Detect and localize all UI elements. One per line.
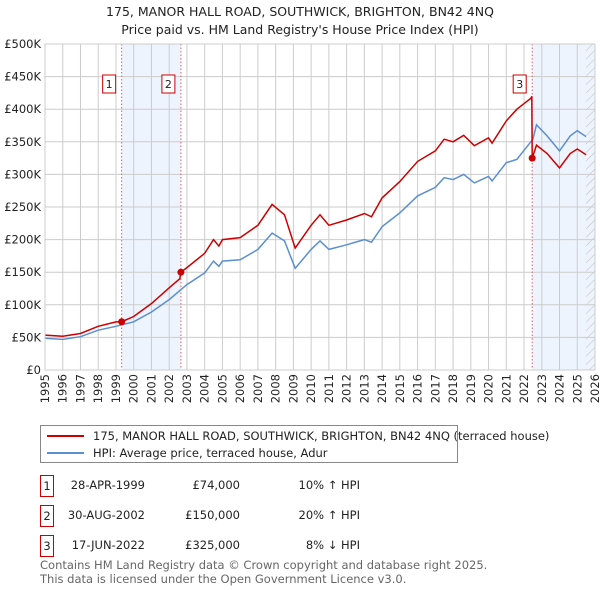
x-tick-label: 2012 — [340, 374, 354, 403]
chart-subtitle: Price paid vs. HM Land Registry's House … — [121, 22, 478, 37]
legend-item-property: 175, MANOR HALL ROAD, SOUTHWICK, BRIGHTO… — [47, 429, 549, 443]
series-line-hpi — [44, 123, 587, 341]
transaction-number: 1 — [40, 475, 54, 497]
legend: 175, MANOR HALL ROAD, SOUTHWICK, BRIGHTO… — [40, 425, 549, 463]
y-tick-label: £400K — [4, 102, 41, 116]
transaction-number: 2 — [40, 505, 54, 527]
sale-point — [118, 318, 126, 326]
transaction-price: £325,000 — [185, 538, 240, 552]
sale-label-box — [102, 74, 117, 94]
x-tick-label: 2022 — [517, 374, 531, 403]
x-tick-label: 2000 — [127, 374, 141, 403]
x-tick-label: 2004 — [198, 374, 212, 403]
transaction-price: £74,000 — [192, 478, 240, 492]
y-tick-label: £0 — [26, 363, 41, 377]
transaction-number: 3 — [40, 535, 54, 557]
x-tick-label: 2018 — [446, 374, 460, 403]
y-tick-label: £250K — [4, 200, 41, 214]
x-tick-label: 2017 — [428, 374, 442, 403]
x-tick-label: 2006 — [233, 374, 247, 403]
y-tick-label: £200K — [4, 233, 41, 247]
sale-point — [177, 268, 185, 276]
sale-point — [528, 154, 536, 162]
x-tick-label: 2001 — [144, 374, 158, 403]
legend-label-hpi: HPI: Average price, terraced house, Adur — [93, 446, 328, 460]
y-tick-label: £300K — [4, 167, 41, 181]
y-tick-label: £350K — [4, 135, 41, 149]
y-tick-label: £450K — [4, 70, 41, 84]
transaction-date: 17-JUN-2022 — [71, 538, 145, 552]
transaction-row: 2 30-AUG-2002 £150,000 20% ↑ HPI — [40, 505, 420, 527]
sale-label: 3 — [516, 78, 523, 91]
transaction-hpi: 8% ↓ HPI — [305, 538, 360, 552]
legend-swatch-blue — [47, 452, 84, 454]
x-tick-label: 2015 — [393, 374, 407, 403]
sale-label-box — [512, 74, 527, 94]
x-tick-label: 2009 — [286, 374, 300, 403]
legend-label-property: 175, MANOR HALL ROAD, SOUTHWICK, BRIGHTO… — [93, 429, 550, 443]
y-tick-label: £500K — [4, 37, 41, 51]
x-tick-label: 2020 — [482, 374, 496, 403]
transaction-date: 28-APR-1999 — [70, 478, 145, 492]
y-tick-label: £50K — [12, 330, 42, 344]
x-tick-label: 2005 — [215, 374, 229, 403]
x-tick-label: 2010 — [304, 374, 318, 403]
sale-label: 1 — [106, 78, 113, 91]
series-line-property — [44, 95, 587, 338]
transaction-hpi: 10% ↑ HPI — [298, 478, 360, 492]
x-tick-label: 2023 — [535, 374, 549, 403]
footer: Contains HM Land Registry data © Crown c… — [40, 558, 487, 586]
transaction-hpi: 20% ↑ HPI — [298, 508, 360, 522]
transaction-row: 1 28-APR-1999 £74,000 10% ↑ HPI — [40, 475, 420, 497]
x-tick-label: 2014 — [375, 374, 389, 403]
x-tick-label: 2002 — [162, 374, 176, 403]
transaction-date: 30-AUG-2002 — [67, 508, 145, 522]
x-tick-label: 2025 — [570, 374, 584, 403]
price-chart: 175, MANOR HALL ROAD, SOUTHWICK, BRIGHTO… — [4, 4, 600, 403]
chart-title: 175, MANOR HALL ROAD, SOUTHWICK, BRIGHTO… — [106, 4, 494, 19]
x-tick-label: 2021 — [499, 374, 513, 403]
x-tick-label: 2013 — [357, 374, 371, 403]
sale-label: 2 — [165, 78, 172, 91]
legend-swatch-red — [47, 435, 84, 437]
plot-frame — [44, 43, 596, 371]
x-tick-label: 2007 — [251, 374, 265, 403]
footer-copyright: Contains HM Land Registry data © Crown c… — [40, 558, 488, 572]
y-tick-label: £150K — [4, 265, 41, 279]
x-tick-label: 2003 — [180, 374, 194, 403]
x-tick-label: 1996 — [56, 374, 70, 403]
x-tick-label: 2024 — [553, 374, 567, 403]
x-tick-label: 1999 — [109, 374, 123, 403]
x-tick-label: 1997 — [73, 374, 87, 403]
transaction-row: 3 17-JUN-2022 £325,000 8% ↓ HPI — [40, 535, 420, 557]
x-tick-label: 1998 — [91, 374, 105, 403]
transaction-price: £150,000 — [185, 508, 240, 522]
y-tick-label: £100K — [4, 298, 41, 312]
x-tick-label: 2026 — [588, 374, 600, 403]
x-tick-label: 2011 — [322, 374, 336, 403]
x-tick-label: 2008 — [269, 374, 283, 403]
footer-licence: This data is licensed under the Open Gov… — [40, 572, 407, 586]
x-tick-label: 1995 — [38, 374, 52, 403]
sale-label-box — [161, 74, 176, 94]
x-tick-label: 2016 — [411, 374, 425, 403]
legend-item-hpi: HPI: Average price, terraced house, Adur — [47, 446, 328, 460]
x-tick-label: 2019 — [464, 374, 478, 403]
